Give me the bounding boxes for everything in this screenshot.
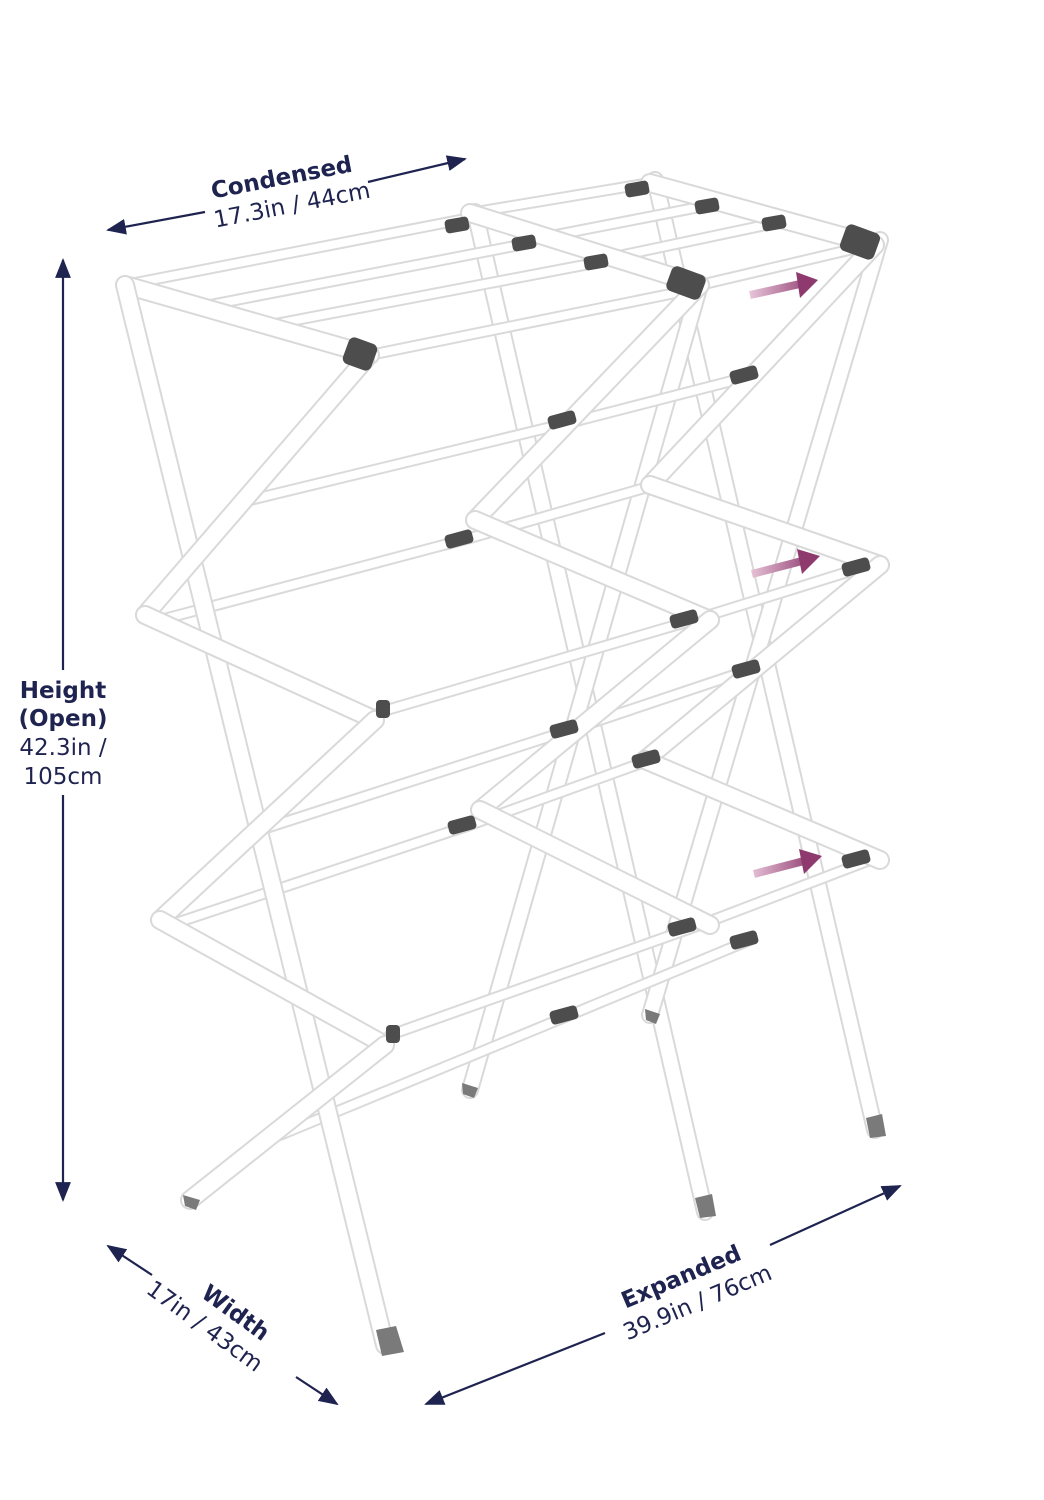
top-side-frames: [115, 173, 885, 365]
width-arrow-right: [295, 1376, 339, 1406]
condensed-dimension: Condensed 17.3in / 44cm: [106, 152, 467, 235]
expanded-dimension: Expanded 39.9in / 76cm: [424, 1184, 902, 1406]
height-subtitle: (Open): [18, 706, 107, 732]
height-value-line1: 42.3in /: [19, 735, 106, 761]
width-arrow-left: [106, 1244, 153, 1276]
expanded-arrow-left: [424, 1331, 606, 1406]
end-caps: [342, 180, 881, 1043]
expand-arrow-icon: [749, 272, 818, 299]
width-dimension: Width 17in / 43cm: [106, 1244, 339, 1406]
height-dimension: Height (Open) 42.3in / 105cm: [18, 258, 108, 1202]
top-rods: [119, 177, 876, 361]
condensed-arrow-right: [367, 155, 467, 184]
rack-illustration: [115, 171, 890, 1356]
height-value-line2: 105cm: [24, 764, 103, 790]
expand-arrow-icon: [750, 549, 820, 578]
expand-direction-arrows: [749, 272, 822, 878]
height-title: Height: [20, 678, 107, 704]
front-frame: [115, 235, 890, 1355]
expand-arrow-icon: [752, 849, 822, 878]
condensed-arrow-left: [106, 210, 206, 235]
rack-feet: [183, 1009, 886, 1356]
expanded-arrow-right: [769, 1184, 902, 1247]
middle-rods: [154, 369, 876, 1141]
